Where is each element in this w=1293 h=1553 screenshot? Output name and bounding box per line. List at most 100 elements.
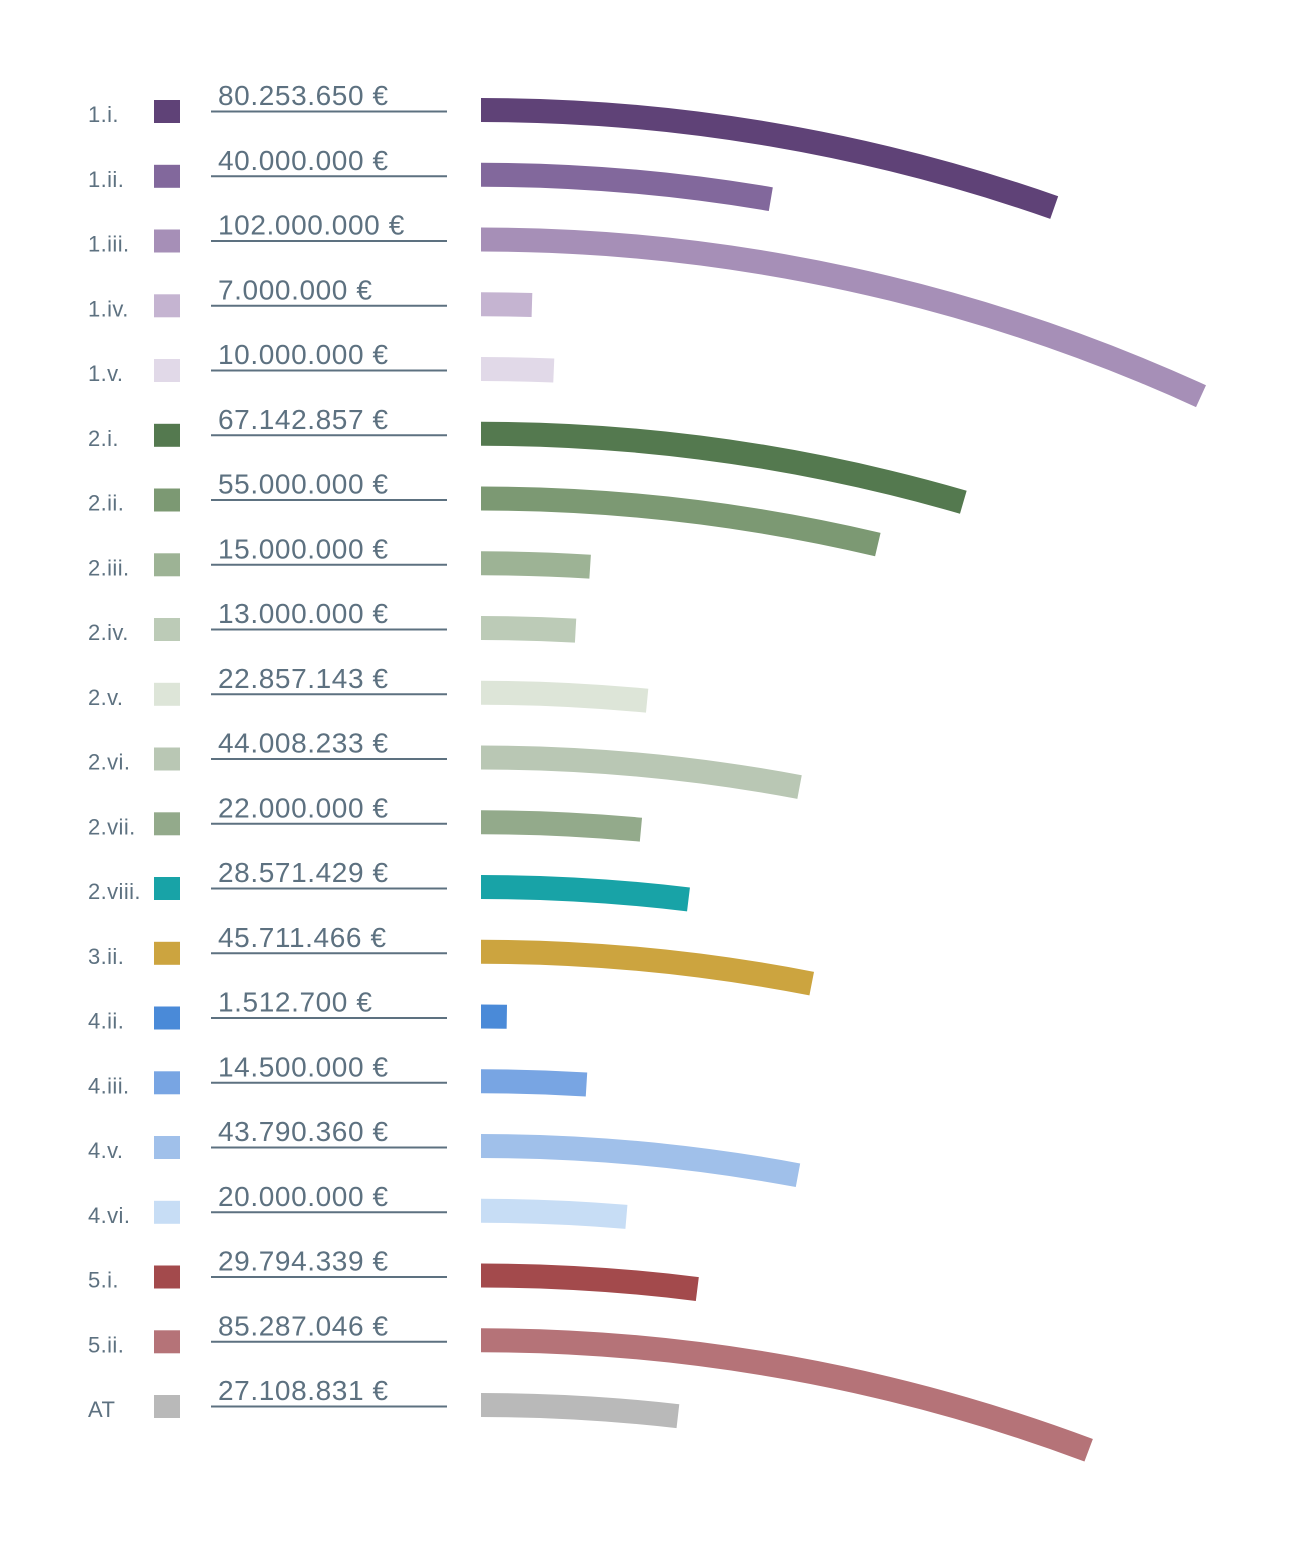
- legend-swatch: [154, 423, 180, 447]
- value-bar: [481, 939, 815, 996]
- category-label: 3.ii.: [88, 944, 124, 969]
- legend-swatch: [154, 359, 180, 382]
- value-label: 40.000.000 €: [218, 145, 389, 176]
- category-label: 2.viii.: [88, 879, 141, 904]
- chart-row: 1.iii. 102.000.000 €: [88, 210, 1206, 408]
- value-label: 1.512.700 €: [218, 987, 373, 1018]
- category-label: 1.i.: [88, 102, 119, 127]
- chart-row: 5.ii. 85.287.046 €: [88, 1310, 1093, 1462]
- legend-swatch: [154, 812, 180, 836]
- category-label: 4.ii.: [88, 1009, 124, 1034]
- legend-swatch: [154, 1200, 180, 1224]
- category-label: 2.ii.: [88, 491, 124, 516]
- value-bar: [481, 1393, 680, 1429]
- chart-row: 4.ii. 1.512.700 €: [88, 987, 507, 1034]
- legend-swatch: [154, 747, 180, 771]
- chart-row: 2.iv. 13.000.000 €: [88, 598, 577, 645]
- category-label: 1.v.: [88, 361, 123, 386]
- chart-row: 2.ii. 55.000.000 €: [88, 469, 881, 557]
- category-label: 1.iii.: [88, 232, 130, 257]
- value-label: 44.008.233 €: [218, 728, 389, 759]
- legend-swatch: [154, 229, 180, 253]
- legend-swatch: [154, 682, 180, 706]
- chart-row: 3.ii. 45.711.466 €: [88, 922, 815, 996]
- category-label: 5.ii.: [88, 1332, 124, 1357]
- value-label: 29.794.339 €: [218, 1246, 389, 1277]
- category-label: 4.iii.: [88, 1073, 130, 1098]
- chart-row: 1.v. 10.000.000 €: [88, 339, 555, 386]
- legend-swatch: [154, 1265, 180, 1289]
- value-label: 27.108.831 €: [218, 1375, 389, 1406]
- chart-row: 2.viii. 28.571.429 €: [88, 857, 690, 912]
- value-bar: [481, 162, 773, 211]
- value-label: 67.142.857 €: [218, 404, 389, 435]
- value-label: 10.000.000 €: [218, 339, 389, 370]
- value-label: 85.287.046 €: [218, 1310, 389, 1341]
- value-bar: [481, 1263, 699, 1301]
- chart-row: 4.iii. 14.500.000 €: [88, 1051, 588, 1098]
- category-label: 4.vi.: [88, 1203, 130, 1228]
- category-label: AT: [88, 1397, 115, 1422]
- value-label: 22.857.143 €: [218, 663, 389, 694]
- category-label: 5.i.: [88, 1268, 119, 1293]
- chart-row: 2.vii. 22.000.000 €: [88, 792, 643, 842]
- legend-swatch: [154, 294, 180, 318]
- value-bar: [481, 551, 591, 579]
- value-bar: [481, 810, 643, 842]
- value-bar: [481, 1134, 801, 1188]
- legend-swatch: [154, 618, 180, 641]
- value-bar: [481, 227, 1206, 408]
- chart-row: 2.vi. 44.008.233 €: [88, 728, 802, 799]
- category-label: 2.iv.: [88, 620, 129, 645]
- value-bar: [481, 486, 881, 557]
- value-label: 102.000.000 €: [218, 210, 405, 241]
- value-bar: [481, 98, 1059, 219]
- chart-row: 1.i. 80.253.650 €: [88, 80, 1059, 219]
- chart-row: AT 27.108.831 €: [88, 1375, 680, 1429]
- category-label: 2.vii.: [88, 814, 136, 839]
- value-label: 28.571.429 €: [218, 857, 389, 888]
- value-bar: [481, 1004, 507, 1029]
- legend-swatch: [154, 1330, 180, 1354]
- value-label: 22.000.000 €: [218, 792, 389, 823]
- chart-row: 2.i. 67.142.857 €: [88, 404, 967, 514]
- value-label: 80.253.650 €: [218, 80, 389, 111]
- value-bar: [481, 1328, 1093, 1462]
- value-bar: [481, 421, 967, 514]
- chart-row: 4.v. 43.790.360 €: [88, 1116, 801, 1188]
- value-bar: [481, 680, 649, 713]
- chart-row: 2.v. 22.857.143 €: [88, 663, 649, 713]
- value-label: 43.790.360 €: [218, 1116, 389, 1147]
- legend-swatch: [154, 1006, 180, 1030]
- value-bar: [481, 875, 690, 912]
- value-label: 20.000.000 €: [218, 1181, 389, 1212]
- legend-swatch: [154, 100, 180, 123]
- value-label: 45.711.466 €: [218, 922, 387, 953]
- legend-swatch: [154, 1136, 180, 1159]
- value-label: 55.000.000 €: [218, 469, 389, 500]
- value-label: 14.500.000 €: [218, 1051, 389, 1082]
- legend-swatch: [154, 1071, 180, 1095]
- value-label: 13.000.000 €: [218, 598, 389, 629]
- chart-row: 5.i. 29.794.339 €: [88, 1246, 699, 1301]
- legend-swatch: [154, 941, 180, 965]
- value-label: 15.000.000 €: [218, 533, 389, 564]
- category-label: 1.iv.: [88, 296, 129, 321]
- category-label: 2.i.: [88, 426, 119, 451]
- legend-swatch: [154, 164, 180, 188]
- category-label: 2.iii.: [88, 555, 130, 580]
- chart-row: 1.iv. 7.000.000 €: [88, 274, 533, 321]
- legend-swatch: [154, 1395, 180, 1418]
- value-bar: [481, 357, 555, 383]
- value-bar: [481, 1069, 588, 1097]
- category-label: 2.vi.: [88, 750, 130, 775]
- category-label: 2.v.: [88, 685, 123, 710]
- category-label: 4.v.: [88, 1138, 123, 1163]
- value-bar: [481, 1198, 628, 1229]
- legend-swatch: [154, 553, 180, 577]
- chart-row: 1.ii. 40.000.000 €: [88, 145, 773, 211]
- legend-swatch: [154, 488, 180, 512]
- category-label: 1.ii.: [88, 167, 124, 192]
